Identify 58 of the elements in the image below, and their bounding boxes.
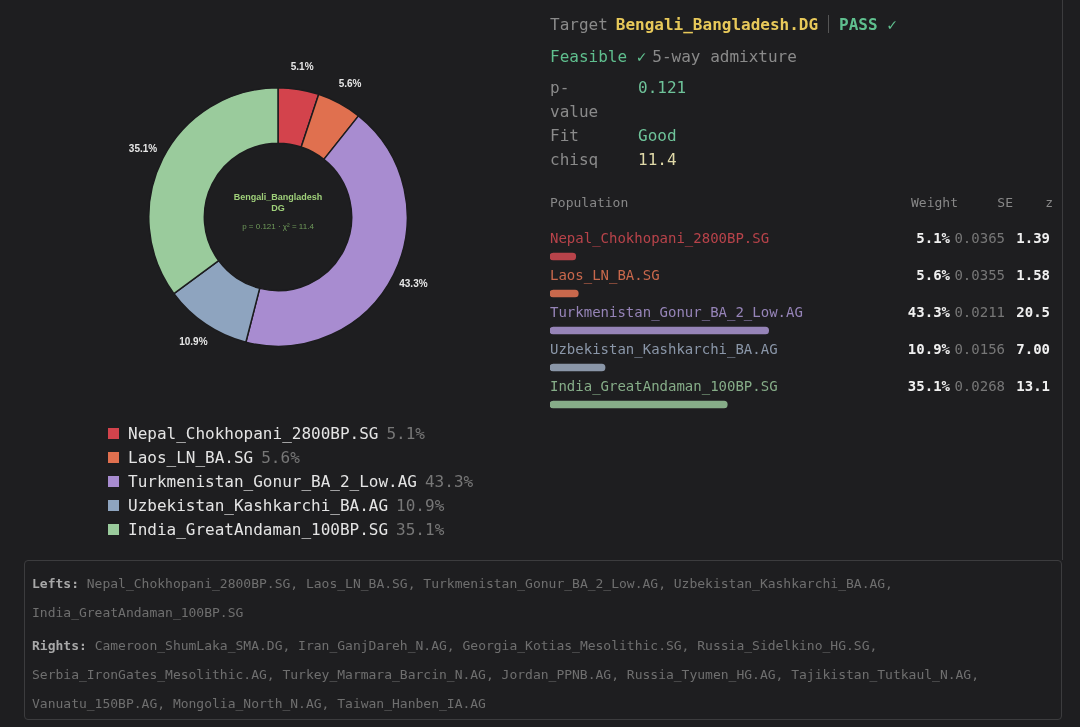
text: 1.39: [1016, 229, 1050, 248]
text: 13.1: [1016, 377, 1050, 396]
text: Fit: [550, 126, 579, 145]
y-tick-label: Laos_LN_BA.SG: [550, 266, 660, 286]
legend-label: India_GreatAndaman_100BP.SG: [128, 519, 389, 539]
text: Lefts:: [32, 576, 79, 591]
text: 0.121: [638, 78, 687, 97]
text: 5.1%: [386, 423, 425, 443]
legend-label: Turkmenistan_Gonur_BA_2_Low.AG: [128, 471, 417, 491]
text: Feasible ✓: [550, 46, 647, 66]
y-tick-label: Turkmenistan_Gonur_BA_2_Low.AG: [550, 303, 803, 323]
data-label: 35.1%: [128, 142, 158, 154]
text: p = 0.121 · χ² = 11.4: [241, 222, 315, 231]
text: Target: [550, 14, 608, 34]
data-label: 5.1%: [290, 61, 314, 73]
y-tick-label: India_GreatAndaman_100BP.SG: [550, 377, 778, 397]
text: Bengali_Bangladesh.DG: [615, 14, 819, 34]
data-label: 5.6%: [916, 266, 950, 285]
y-tick-label: Uzbekistan_Kashkarchi_BA.AG: [550, 340, 778, 360]
data-label: 43.3%: [907, 303, 950, 322]
bar: [550, 289, 579, 298]
text: Rights:: [32, 638, 87, 653]
text: chisq: [550, 150, 599, 169]
text: Bengali_Bangladesh DG: [232, 192, 324, 214]
text: p-value: [550, 78, 599, 121]
text: 0.0365: [954, 229, 1005, 248]
bar: [550, 400, 728, 409]
text: Weight: [911, 195, 958, 210]
text: 7.00: [1016, 340, 1050, 359]
data-label: 35.1%: [907, 377, 950, 396]
text: SE: [997, 195, 1013, 210]
data-label: 10.9%: [179, 336, 208, 348]
text: 11.4: [638, 150, 677, 169]
text: 20.5: [1016, 303, 1050, 322]
text: 0.0211: [954, 303, 1005, 322]
data-label: 43.3%: [399, 278, 428, 290]
bar: [550, 363, 606, 372]
legend-label: Laos_LN_BA.SG: [128, 447, 254, 467]
text: 1.58: [1016, 266, 1050, 285]
text: 35.1%: [396, 519, 445, 539]
text: 10.9%: [396, 495, 445, 515]
text: 43.3%: [424, 471, 474, 491]
text: 0.0268: [954, 377, 1005, 396]
legend-label: Uzbekistan_Kashkarchi_BA.AG: [128, 495, 389, 515]
text: z: [1045, 195, 1053, 210]
text: PASS ✓: [839, 14, 897, 34]
y-tick-label: Nepal_Chokhopani_2800BP.SG: [550, 229, 770, 249]
text: 0.0355: [954, 266, 1005, 285]
text: 0.0156: [954, 340, 1005, 359]
data-label: 10.9%: [907, 340, 950, 359]
data-label: 5.6%: [338, 77, 362, 89]
text: 5-way admixture: [652, 46, 797, 66]
text: 5.6%: [261, 447, 300, 467]
text: Good: [638, 126, 677, 145]
legend-label: Nepal_Chokhopani_2800BP.SG: [128, 423, 379, 443]
text: Population: [550, 195, 629, 210]
bar: [550, 326, 769, 335]
data-label: 5.1%: [916, 229, 950, 248]
